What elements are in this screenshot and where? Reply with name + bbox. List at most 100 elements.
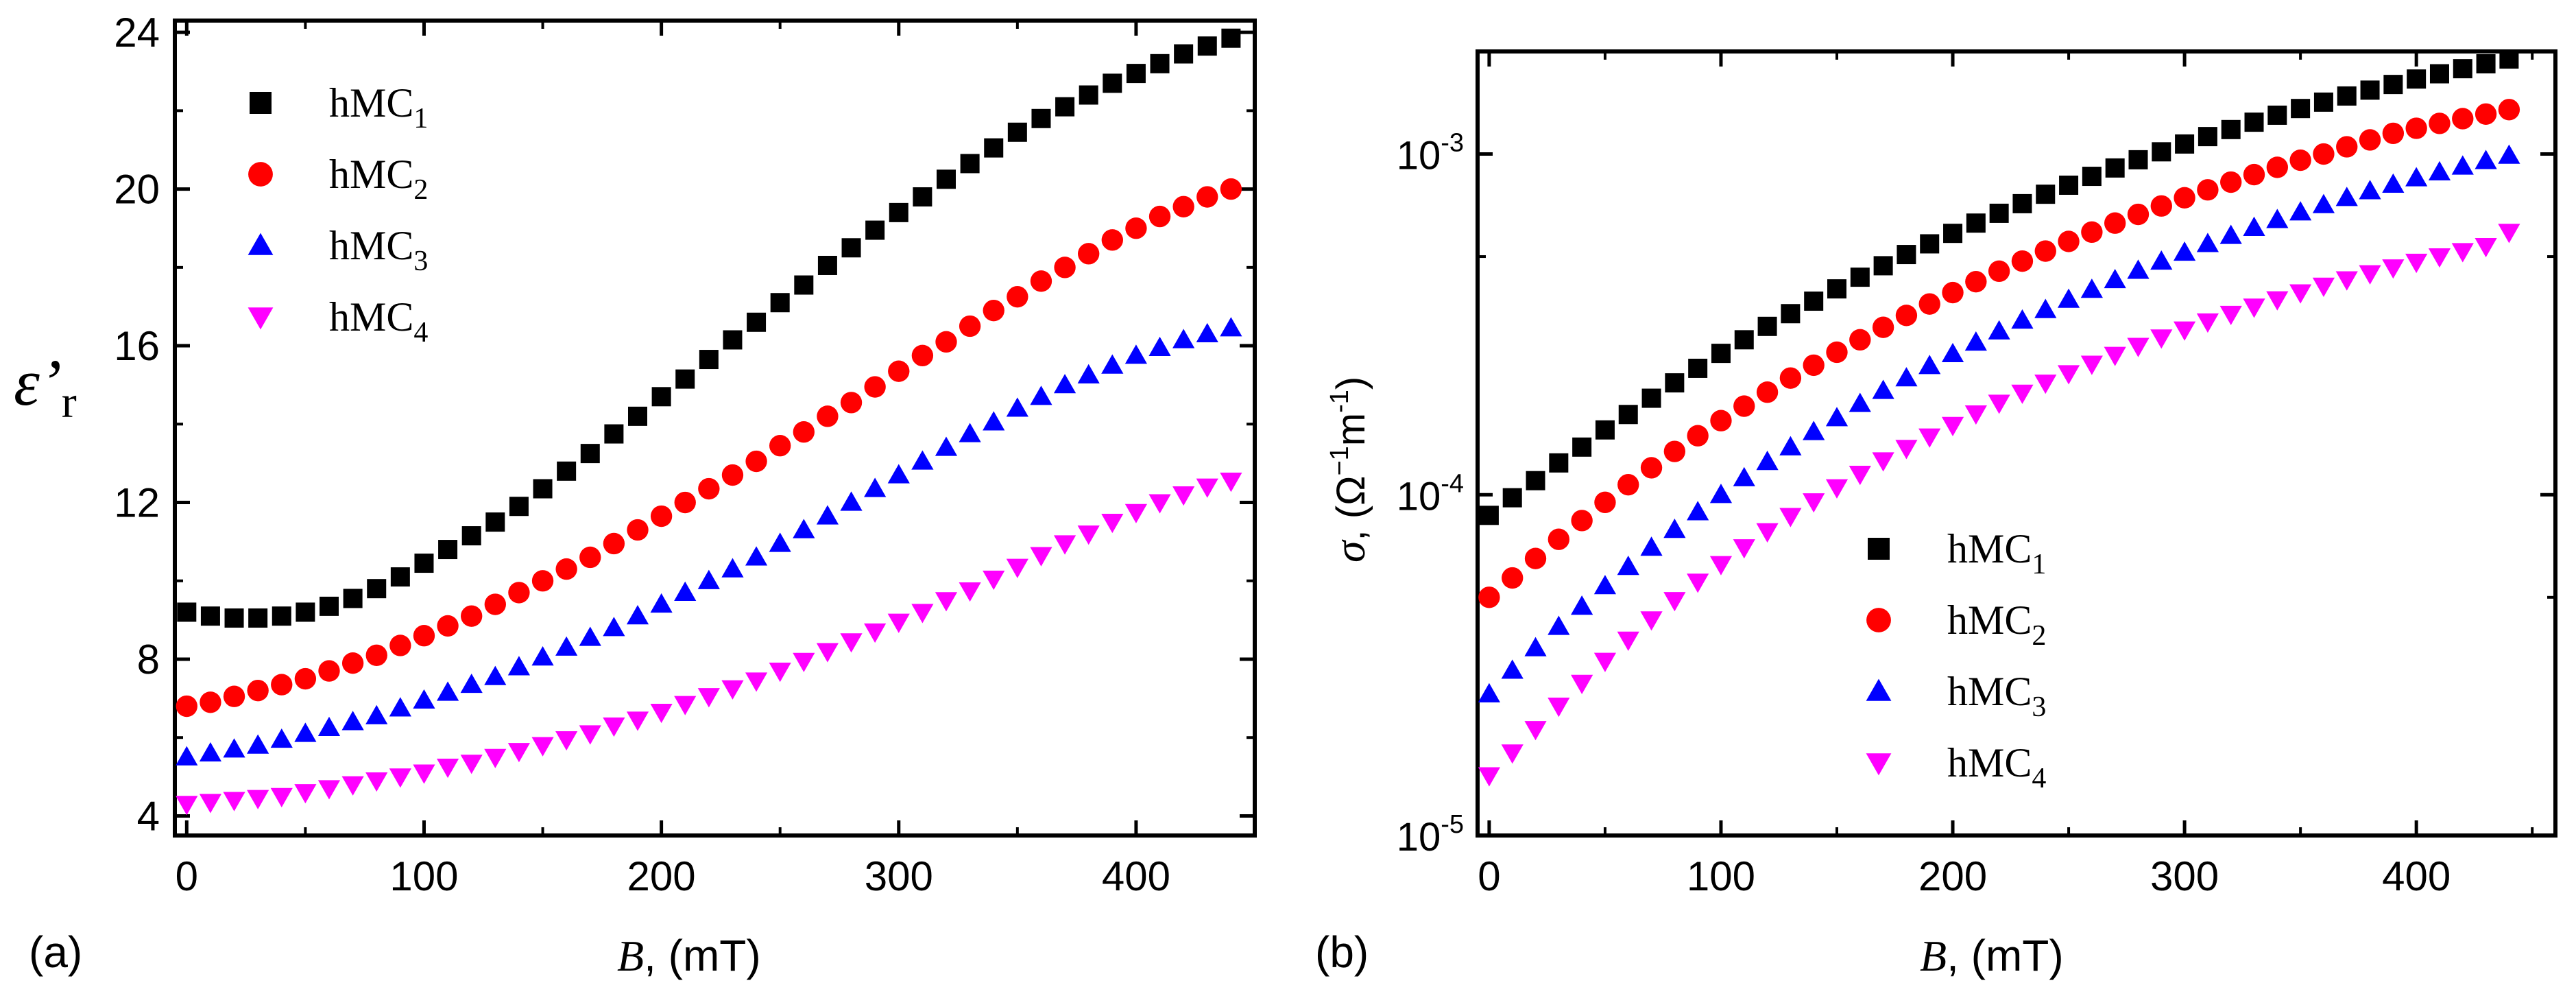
- data-point: [1006, 397, 1028, 417]
- legend-marker: [248, 162, 273, 187]
- data-point: [816, 643, 839, 663]
- data-point: [2173, 241, 2196, 261]
- data-point: [247, 734, 269, 754]
- panel-a-label: (a): [29, 927, 82, 977]
- legend-label: hMC2: [1947, 597, 2046, 652]
- legend-marker: [1866, 608, 1891, 632]
- data-point: [604, 424, 624, 444]
- data-point: [887, 464, 910, 484]
- data-point: [2359, 129, 2381, 151]
- data-point: [840, 633, 863, 653]
- data-point: [1964, 331, 1987, 351]
- y-tick-label: 8: [137, 637, 160, 683]
- data-point: [2499, 49, 2519, 69]
- panel-a-y-axis-symbol: ε: [14, 346, 40, 419]
- data-point: [1054, 257, 1076, 278]
- data-point: [2382, 122, 2405, 145]
- data-point: [1804, 292, 1824, 311]
- data-point: [1571, 674, 1593, 694]
- data-point: [887, 613, 910, 633]
- data-point: [2152, 142, 2171, 162]
- panel-a-y-axis-sub: r: [62, 377, 77, 427]
- data-point: [2104, 346, 2126, 366]
- data-point: [1873, 256, 1893, 276]
- data-point: [1687, 573, 1709, 593]
- data-point: [793, 652, 815, 672]
- data-point: [341, 711, 364, 731]
- data-point: [1779, 436, 1802, 455]
- data-point: [840, 491, 863, 511]
- data-point: [460, 674, 483, 693]
- data-point: [603, 617, 625, 637]
- data-point: [365, 704, 388, 724]
- data-point: [2289, 201, 2312, 221]
- data-point: [1641, 388, 1661, 408]
- data-point: [1849, 392, 1871, 412]
- data-point: [1524, 721, 1547, 741]
- y-tick-label: 12: [114, 480, 160, 526]
- data-point: [1733, 466, 1755, 486]
- data-point: [2128, 150, 2148, 169]
- data-point: [2405, 117, 2427, 139]
- data-point: [1803, 493, 1825, 513]
- data-point: [817, 255, 837, 275]
- data-point: [1827, 279, 1846, 299]
- data-point: [674, 581, 697, 601]
- data-point: [1733, 539, 1755, 559]
- data-point: [247, 790, 269, 809]
- data-point: [2267, 105, 2287, 125]
- y-tick-label: 20: [114, 167, 160, 213]
- data-point: [2405, 253, 2428, 274]
- x-tick-label: 400: [2382, 853, 2451, 899]
- data-point: [461, 605, 483, 627]
- data-point: [199, 794, 222, 814]
- data-point: [177, 602, 197, 622]
- data-point: [817, 405, 839, 427]
- x-tick-label: 200: [627, 853, 696, 899]
- data-point: [1756, 451, 1779, 471]
- data-point: [1478, 586, 1500, 608]
- data-point: [864, 376, 886, 398]
- data-point: [2174, 187, 2195, 209]
- data-point: [2312, 277, 2335, 297]
- data-point: [1148, 336, 1171, 356]
- data-point: [769, 435, 791, 457]
- data-point: [937, 169, 956, 189]
- data-point: [1526, 471, 1545, 490]
- data-point: [1709, 484, 1733, 503]
- data-point: [389, 635, 411, 656]
- data-point: [1548, 615, 1570, 635]
- data-point: [2313, 92, 2333, 112]
- data-point: [2407, 69, 2427, 89]
- panel-b-y-axis-exp2: -1: [1325, 390, 1354, 413]
- data-point: [2036, 185, 2056, 204]
- data-point: [2220, 171, 2242, 193]
- x-tick-label: 200: [1918, 853, 1987, 899]
- data-point: [1710, 410, 1732, 431]
- legend-label: hMC2: [329, 152, 428, 206]
- data-point: [745, 546, 768, 566]
- data-point: [1030, 386, 1052, 405]
- data-point: [1077, 525, 1100, 545]
- data-point: [745, 672, 768, 692]
- data-point: [603, 532, 625, 555]
- data-point: [1918, 293, 1940, 315]
- data-point: [697, 569, 720, 589]
- data-point: [1502, 567, 1524, 589]
- series-hMC2: [176, 178, 1242, 718]
- data-point: [1593, 652, 1617, 672]
- data-point: [1101, 229, 1123, 251]
- data-point: [2080, 278, 2103, 298]
- data-point: [865, 220, 885, 240]
- data-point: [390, 567, 410, 587]
- data-point: [1006, 558, 1028, 578]
- data-point: [840, 392, 863, 414]
- panel-b-y-axis-exp1: −1: [1325, 446, 1354, 475]
- data-point: [2429, 112, 2451, 134]
- data-point: [533, 479, 553, 499]
- data-point: [1548, 698, 1570, 718]
- data-point: [1895, 367, 1918, 387]
- data-point: [1687, 425, 1709, 447]
- data-point: [1711, 344, 1731, 364]
- data-point: [2034, 240, 2056, 262]
